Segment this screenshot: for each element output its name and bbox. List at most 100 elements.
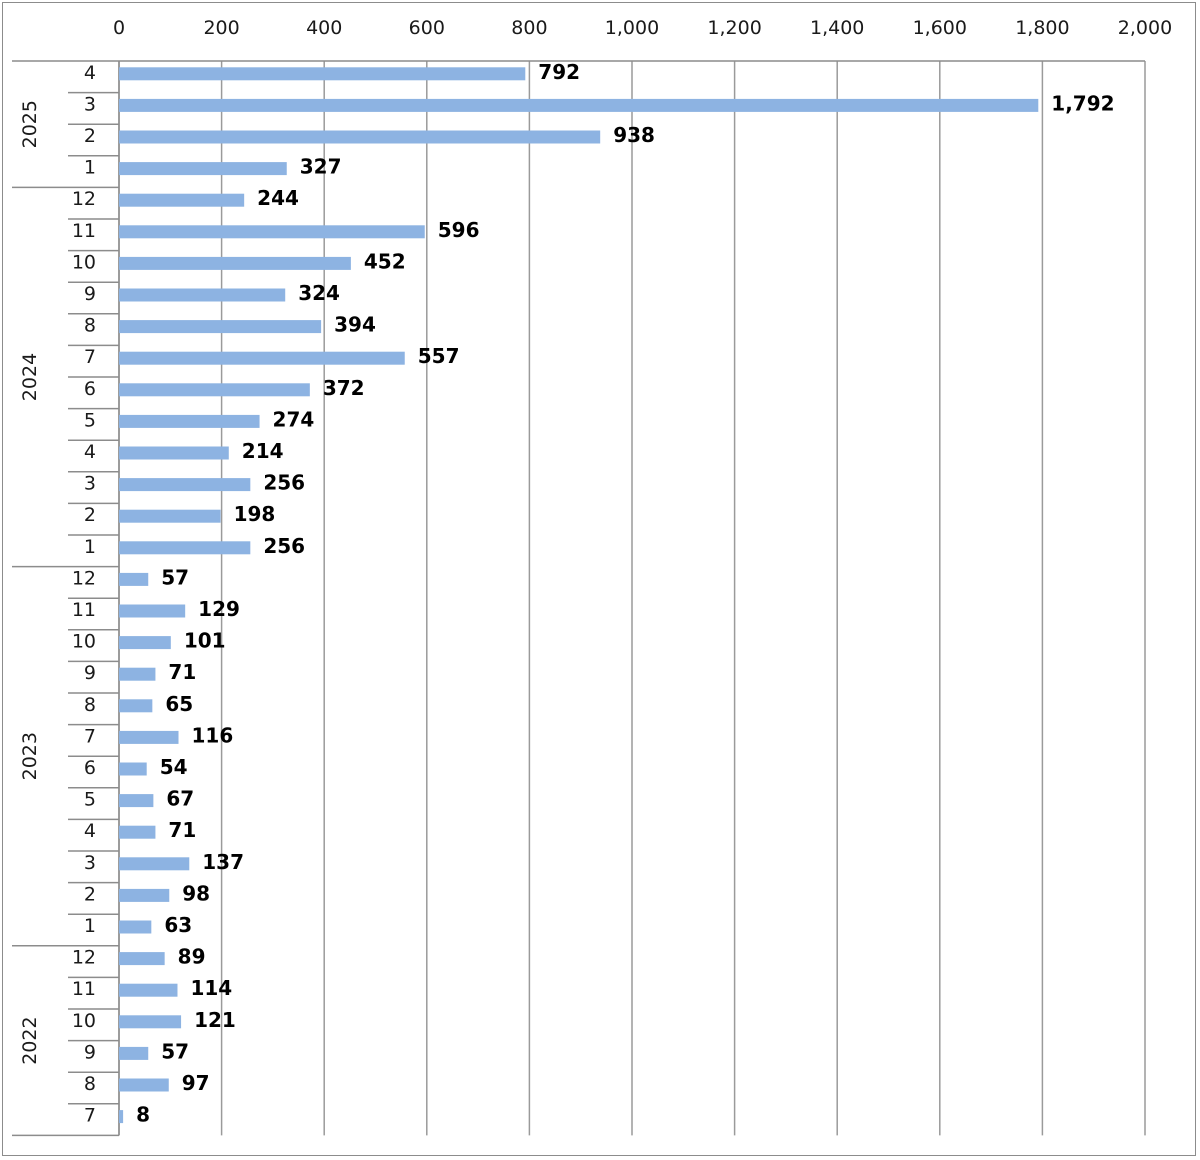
category-label: 3 bbox=[84, 852, 96, 874]
bar bbox=[119, 604, 186, 618]
data-label: 54 bbox=[160, 755, 188, 779]
bar bbox=[119, 193, 245, 207]
group-label: 2023 bbox=[19, 732, 41, 780]
bar bbox=[119, 162, 287, 176]
data-label: 452 bbox=[364, 249, 406, 273]
category-label: 2 bbox=[84, 504, 96, 526]
bar bbox=[119, 130, 601, 144]
data-label: 394 bbox=[334, 313, 376, 337]
data-label: 57 bbox=[161, 565, 189, 589]
data-label: 596 bbox=[438, 218, 480, 242]
category-label: 11 bbox=[72, 599, 96, 621]
data-label: 137 bbox=[202, 850, 244, 874]
bar bbox=[119, 888, 170, 902]
data-label: 274 bbox=[273, 407, 315, 431]
x-tick-label: 2,000 bbox=[1118, 17, 1172, 39]
category-label: 12 bbox=[72, 947, 96, 969]
bar bbox=[119, 351, 405, 365]
bar bbox=[119, 636, 171, 650]
bar bbox=[119, 920, 152, 934]
data-label: 327 bbox=[300, 155, 342, 179]
data-label: 938 bbox=[613, 123, 655, 147]
data-label: 57 bbox=[161, 1039, 189, 1063]
bar bbox=[119, 857, 190, 871]
x-tick-label: 400 bbox=[306, 17, 342, 39]
bar bbox=[119, 509, 221, 523]
data-label: 116 bbox=[192, 723, 234, 747]
data-label: 97 bbox=[182, 1071, 210, 1095]
category-label: 2 bbox=[84, 125, 96, 147]
x-tick-label: 1,000 bbox=[605, 17, 659, 39]
category-label: 11 bbox=[72, 978, 96, 1000]
bar bbox=[119, 541, 251, 555]
bar bbox=[119, 983, 178, 997]
category-label: 5 bbox=[84, 789, 96, 811]
bar bbox=[119, 288, 286, 302]
category-label: 3 bbox=[84, 93, 96, 115]
category-label: 6 bbox=[84, 757, 96, 779]
data-label: 63 bbox=[164, 913, 192, 937]
bar bbox=[119, 1078, 169, 1092]
bar bbox=[119, 383, 310, 397]
category-label: 10 bbox=[72, 631, 96, 653]
data-label: 256 bbox=[263, 534, 305, 558]
category-label: 11 bbox=[72, 220, 96, 242]
group-label: 2025 bbox=[19, 100, 41, 148]
category-label: 7 bbox=[84, 1105, 96, 1127]
category-label: 4 bbox=[84, 441, 96, 463]
category-label: 8 bbox=[84, 1073, 96, 1095]
data-label: 121 bbox=[194, 1008, 236, 1032]
bar bbox=[119, 478, 251, 492]
category-label: 3 bbox=[84, 473, 96, 495]
data-label: 71 bbox=[168, 660, 196, 684]
bar bbox=[119, 1046, 149, 1060]
bar bbox=[119, 794, 154, 808]
x-tick-label: 600 bbox=[409, 17, 445, 39]
x-tick-label: 0 bbox=[113, 17, 125, 39]
category-label: 10 bbox=[72, 251, 96, 273]
category-label: 9 bbox=[84, 1041, 96, 1063]
data-label: 557 bbox=[418, 344, 460, 368]
data-label: 214 bbox=[242, 439, 284, 463]
data-label: 114 bbox=[190, 976, 232, 1000]
category-label: 1 bbox=[84, 157, 96, 179]
category-label: 1 bbox=[84, 915, 96, 937]
bars bbox=[119, 67, 1039, 1124]
bar bbox=[119, 414, 260, 428]
bar bbox=[119, 762, 147, 776]
category-label: 5 bbox=[84, 409, 96, 431]
data-label: 198 bbox=[234, 502, 276, 526]
bar bbox=[119, 225, 425, 239]
bar bbox=[119, 572, 149, 586]
bar bbox=[119, 825, 156, 839]
category-label: 9 bbox=[84, 662, 96, 684]
x-tick-label: 1,800 bbox=[1015, 17, 1069, 39]
bar bbox=[119, 67, 526, 81]
value-axis-ticks: 0 200 400 600 800 1,000 1,200 1,400 1,600 1,800 2,… bbox=[113, 17, 1172, 39]
category-label: 1 bbox=[84, 536, 96, 558]
category-axis: 4321202512111098765432120241211109876543… bbox=[12, 61, 120, 1137]
category-label: 2 bbox=[84, 883, 96, 905]
bar bbox=[119, 1110, 124, 1124]
bar bbox=[119, 1015, 182, 1029]
data-label: 101 bbox=[184, 629, 226, 653]
x-tick-label: 1,200 bbox=[707, 17, 761, 39]
data-label: 67 bbox=[166, 787, 194, 811]
data-label: 65 bbox=[165, 692, 193, 716]
data-label: 324 bbox=[298, 281, 340, 305]
bar bbox=[119, 256, 351, 270]
category-label: 7 bbox=[84, 725, 96, 747]
data-label: 98 bbox=[182, 881, 210, 905]
bar bbox=[119, 320, 322, 334]
category-label: 4 bbox=[84, 62, 96, 84]
bar bbox=[119, 667, 156, 681]
bar bbox=[119, 730, 179, 744]
data-label: 89 bbox=[178, 945, 206, 969]
x-tick-label: 1,400 bbox=[810, 17, 864, 39]
data-label: 372 bbox=[323, 376, 365, 400]
group-label: 2024 bbox=[19, 353, 41, 401]
bar bbox=[119, 952, 165, 966]
x-tick-label: 1,600 bbox=[913, 17, 967, 39]
